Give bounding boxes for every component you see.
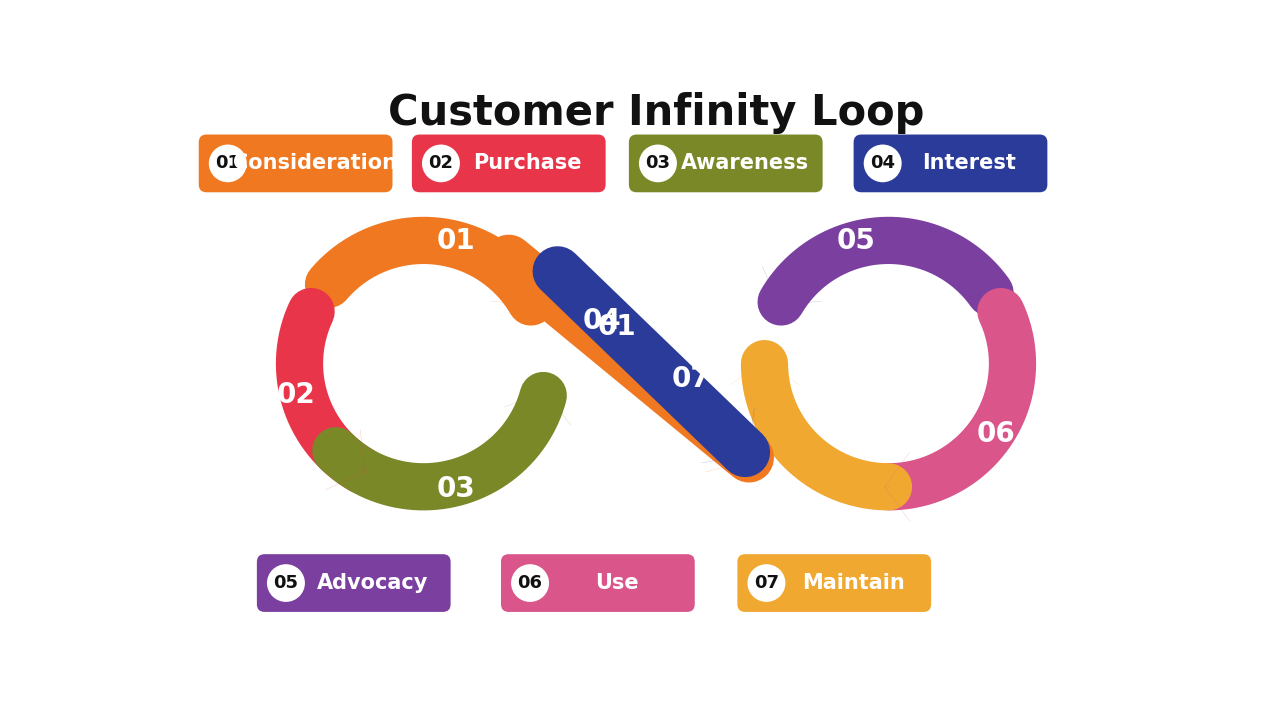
Text: Customer Infinity Loop: Customer Infinity Loop bbox=[388, 92, 924, 135]
Text: 04: 04 bbox=[870, 154, 895, 172]
FancyBboxPatch shape bbox=[412, 135, 605, 192]
Circle shape bbox=[864, 145, 901, 182]
FancyBboxPatch shape bbox=[500, 554, 695, 612]
FancyBboxPatch shape bbox=[737, 554, 931, 612]
Text: 03: 03 bbox=[645, 154, 671, 172]
Text: 01: 01 bbox=[436, 227, 475, 255]
Text: 01: 01 bbox=[215, 154, 241, 172]
Text: 01: 01 bbox=[598, 313, 636, 341]
Text: 03: 03 bbox=[436, 474, 475, 503]
Circle shape bbox=[268, 564, 305, 602]
Circle shape bbox=[511, 564, 549, 602]
Text: 05: 05 bbox=[837, 227, 876, 255]
Text: 04: 04 bbox=[582, 307, 621, 336]
Text: 07: 07 bbox=[672, 365, 710, 393]
Text: Advocacy: Advocacy bbox=[317, 573, 429, 593]
Circle shape bbox=[639, 145, 677, 182]
Text: Awareness: Awareness bbox=[681, 153, 809, 174]
Text: 06: 06 bbox=[517, 574, 543, 592]
FancyBboxPatch shape bbox=[854, 135, 1047, 192]
FancyBboxPatch shape bbox=[628, 135, 823, 192]
Text: 07: 07 bbox=[754, 574, 780, 592]
Circle shape bbox=[748, 564, 786, 602]
Text: Purchase: Purchase bbox=[474, 153, 582, 174]
Text: Interest: Interest bbox=[923, 153, 1016, 174]
Circle shape bbox=[209, 145, 247, 182]
Text: 02: 02 bbox=[429, 154, 453, 172]
FancyBboxPatch shape bbox=[198, 135, 393, 192]
Text: Consideration: Consideration bbox=[233, 153, 397, 174]
Circle shape bbox=[422, 145, 460, 182]
Text: 02: 02 bbox=[276, 382, 315, 410]
Text: 06: 06 bbox=[977, 420, 1015, 449]
FancyBboxPatch shape bbox=[257, 554, 451, 612]
Text: Maintain: Maintain bbox=[801, 573, 905, 593]
Text: Use: Use bbox=[595, 573, 639, 593]
Text: 05: 05 bbox=[274, 574, 298, 592]
